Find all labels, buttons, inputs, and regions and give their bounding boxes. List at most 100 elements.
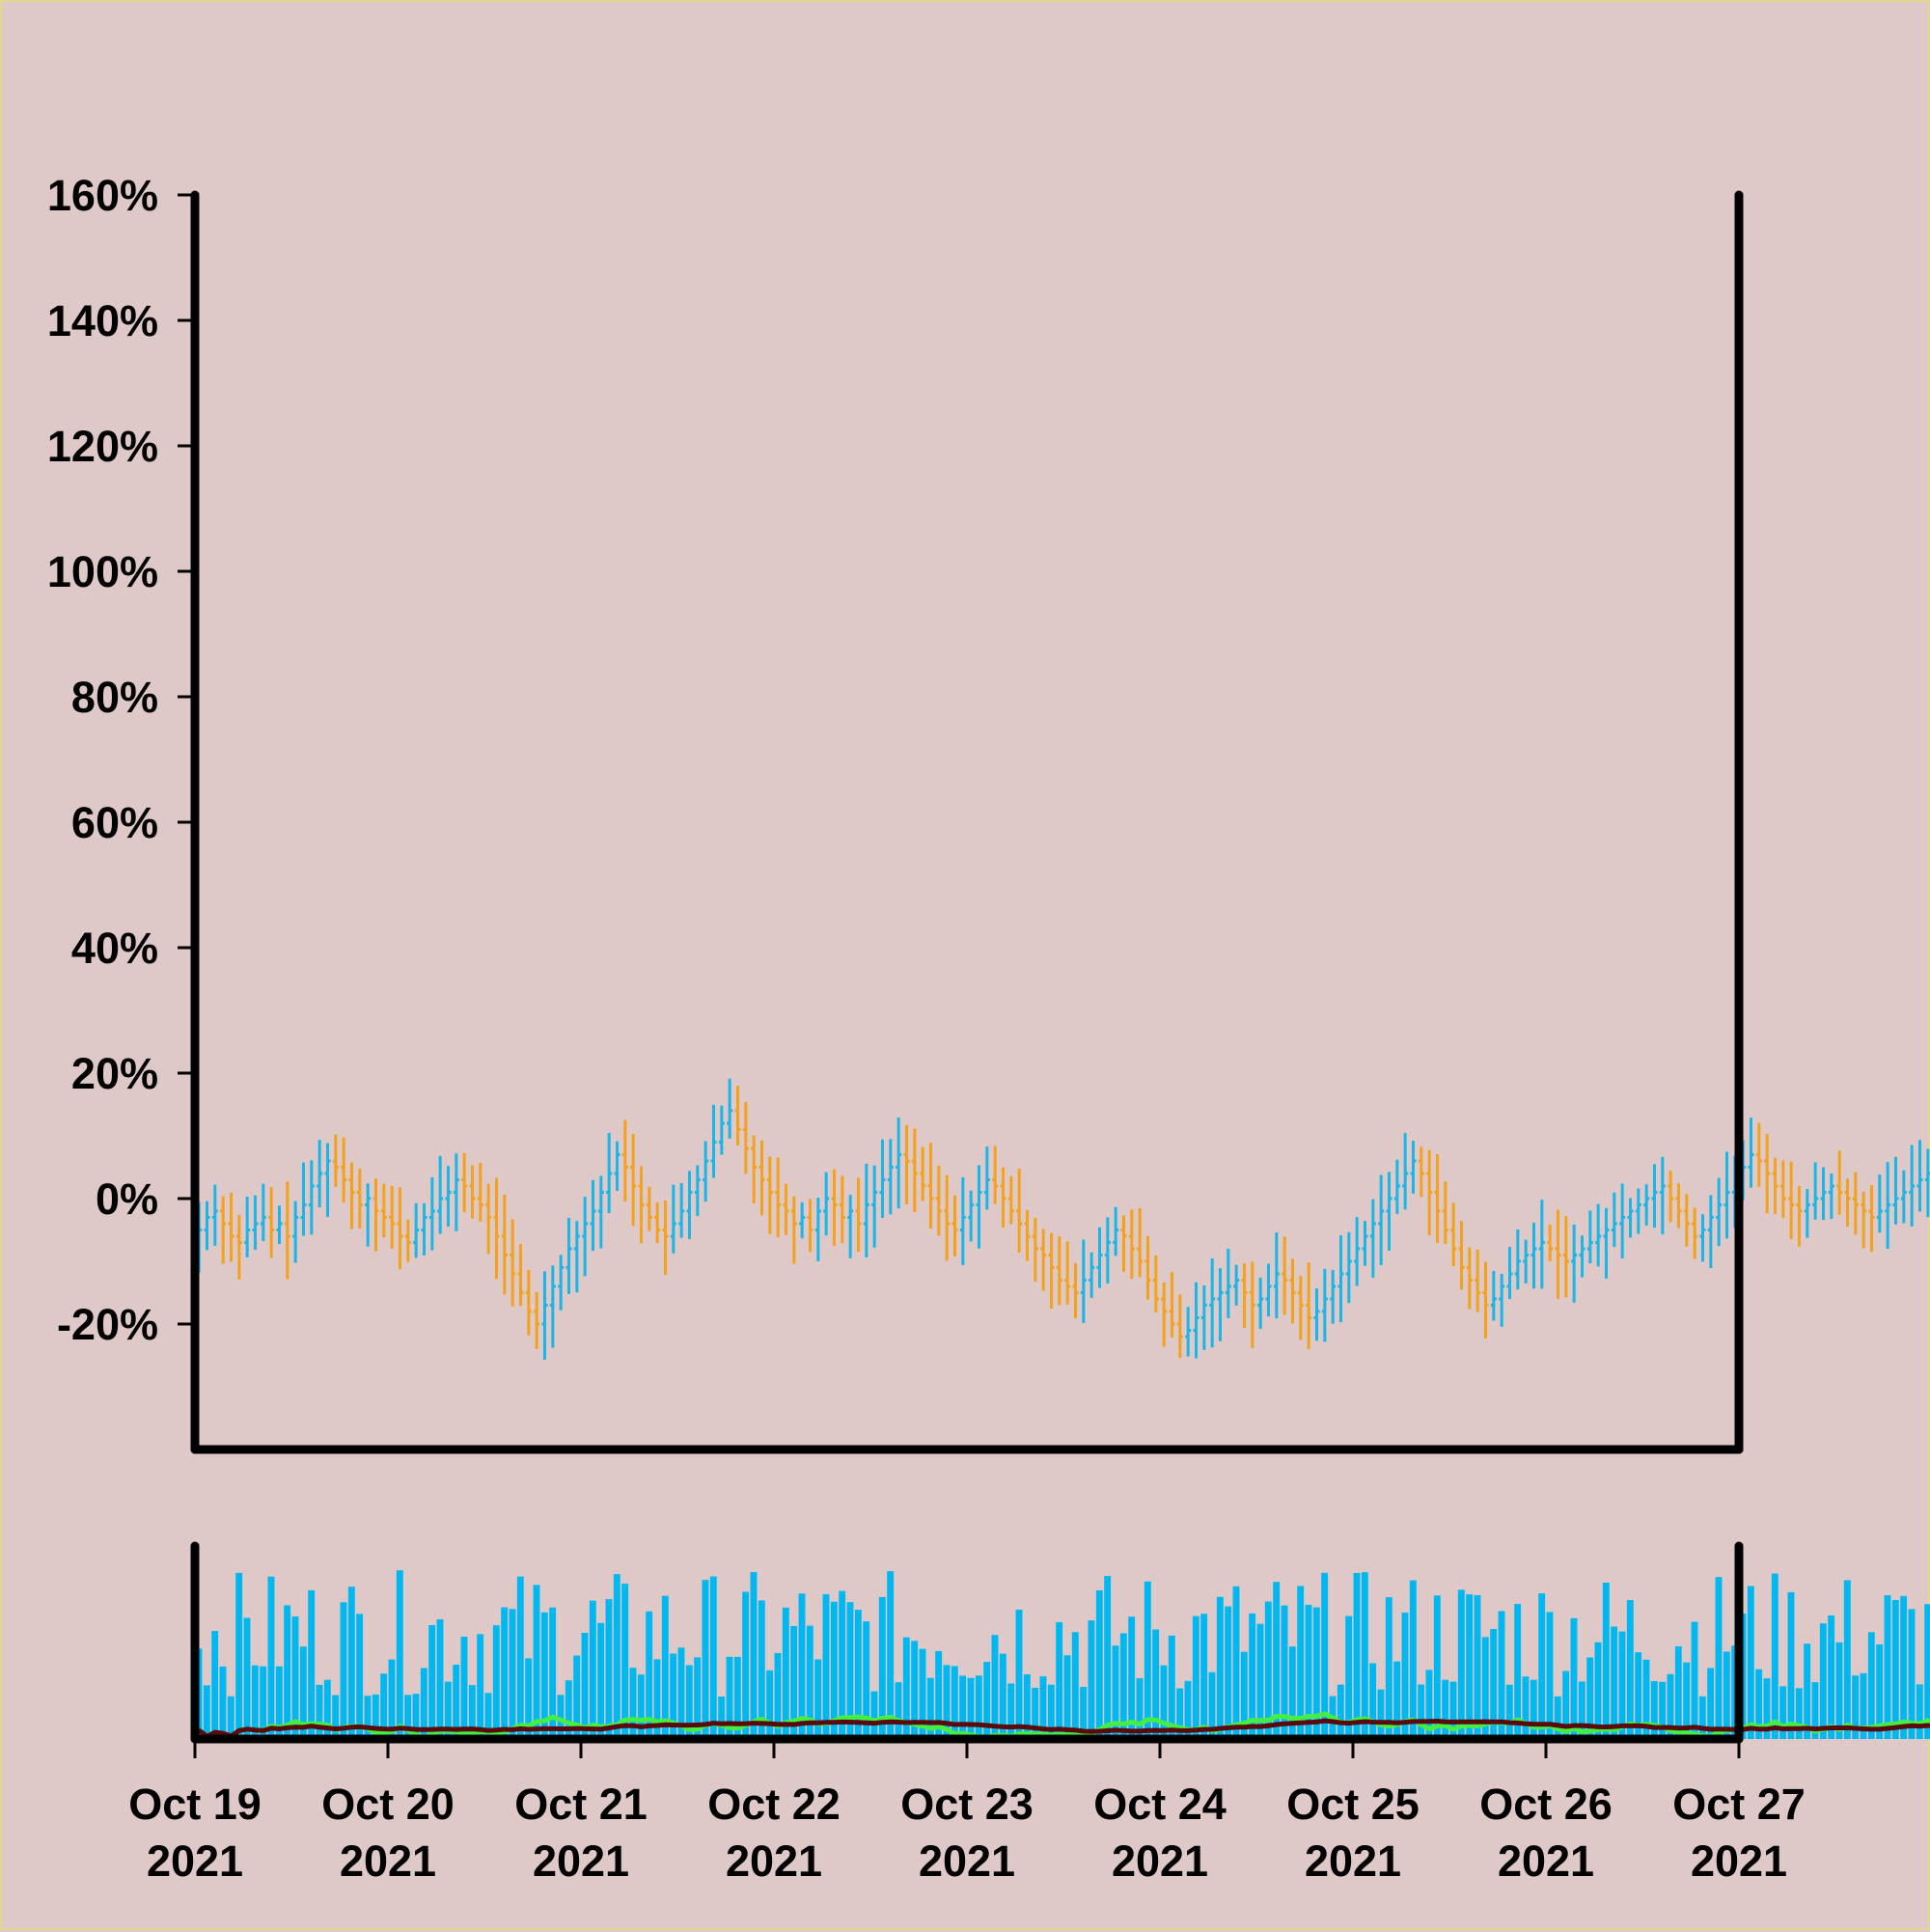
ohlc-bar <box>428 1176 435 1251</box>
ohlc-bar <box>790 1196 797 1264</box>
volume-bar <box>709 1576 717 1739</box>
x-tick-label: Oct 25 2021 <box>1286 1780 1420 1886</box>
ohlc-bar <box>380 1183 387 1238</box>
ohlc-bar <box>1651 1164 1658 1228</box>
volume-bar <box>1891 1600 1899 1739</box>
volume-bar <box>702 1580 709 1739</box>
ohlc-bar <box>244 1197 251 1257</box>
volume-bar <box>1063 1655 1071 1739</box>
volume-bar <box>1176 1688 1184 1739</box>
volume-bar <box>1771 1573 1778 1739</box>
ohlc-bar <box>1185 1307 1192 1357</box>
ohlc-bar <box>758 1140 765 1216</box>
ohlc-bar <box>534 1292 540 1349</box>
volume-bar <box>1867 1632 1875 1739</box>
ohlc-bar <box>235 1214 242 1280</box>
ohlc-bar <box>766 1156 773 1234</box>
volume-bar <box>1852 1675 1860 1739</box>
ohlc-bar <box>1137 1207 1144 1278</box>
volume-bar <box>1650 1681 1658 1739</box>
ohlc-bar <box>228 1192 234 1262</box>
ohlc-bar <box>1466 1247 1473 1310</box>
x-tick-label-line1: Oct 26 <box>1479 1780 1613 1829</box>
ohlc-bar <box>1659 1156 1666 1235</box>
x-tick-label-line1: Oct 20 <box>321 1780 455 1829</box>
ohlc-bar <box>1120 1215 1127 1273</box>
volume-bar <box>597 1622 605 1739</box>
volume-bar <box>1538 1593 1546 1739</box>
volume-bar <box>1369 1663 1377 1739</box>
ohlc-bar <box>1386 1172 1392 1252</box>
price-bars-group <box>196 1078 1930 1360</box>
ohlc-bar <box>404 1219 411 1262</box>
volume-bar <box>1481 1637 1489 1739</box>
volume-bar <box>766 1670 774 1739</box>
ohlc-bar <box>1836 1150 1843 1215</box>
y-tick-label: 140% <box>47 296 158 345</box>
volume-bar <box>1007 1683 1015 1739</box>
volume-bar <box>1642 1659 1650 1739</box>
ohlc-bar <box>814 1198 821 1262</box>
volume-bar <box>1594 1642 1602 1739</box>
volume-bar <box>1466 1594 1474 1739</box>
y-tick-label: 60% <box>71 798 158 847</box>
ohlc-bar <box>510 1219 516 1307</box>
x-tick-label-line1: Oct 22 <box>707 1780 841 1829</box>
ohlc-bar <box>879 1139 886 1219</box>
volume-bar <box>694 1657 702 1739</box>
volume-bar <box>1264 1601 1272 1739</box>
volume-bar <box>774 1652 782 1739</box>
volume-bar <box>1635 1652 1642 1739</box>
volume-bar <box>646 1611 653 1739</box>
volume-bar <box>1015 1610 1023 1739</box>
ohlc-bar <box>1217 1268 1224 1341</box>
x-tick-labels: Oct 19 2021 Oct 20 2021 Oct 21 2021 Oct 22 2021… <box>128 1780 1806 1886</box>
volume-bar <box>275 1666 283 1739</box>
volume-bar <box>1393 1661 1401 1739</box>
ohlc-bar <box>461 1152 468 1213</box>
volume-bar <box>1297 1586 1305 1739</box>
volume-bar <box>549 1607 557 1739</box>
volume-ma-slow-line <box>197 1718 1930 1740</box>
volume-bar <box>1908 1609 1916 1739</box>
volume-bar <box>372 1694 379 1739</box>
x-tick-label: Oct 26 2021 <box>1479 1780 1613 1886</box>
volume-bar <box>1032 1687 1039 1739</box>
volume-bar <box>1047 1684 1055 1739</box>
volume-bar <box>1490 1628 1498 1739</box>
volume-bar <box>533 1585 540 1739</box>
axes-group <box>178 190 1744 1758</box>
volume-bar <box>1835 1642 1843 1739</box>
ohlc-bar <box>703 1141 709 1202</box>
volume-bar <box>1530 1679 1537 1739</box>
volume-bar <box>1449 1681 1457 1739</box>
volume-bar <box>1755 1669 1763 1739</box>
volume-bar <box>1184 1680 1192 1739</box>
volume-bar <box>1442 1679 1449 1739</box>
ohlc-bar <box>1562 1215 1569 1298</box>
x-tick-label: Oct 23 2021 <box>900 1780 1034 1886</box>
volume-bar <box>460 1637 468 1739</box>
ohlc-bar <box>1249 1261 1255 1348</box>
volume-bar <box>1104 1576 1112 1739</box>
ohlc-bar <box>308 1160 315 1235</box>
ohlc-bar <box>1900 1170 1907 1224</box>
volume-bars-group <box>195 1570 1930 1739</box>
ohlc-bar <box>1668 1171 1674 1223</box>
ohlc-bar <box>1209 1258 1216 1348</box>
ohlc-bar <box>1225 1248 1231 1318</box>
ohlc-bar <box>831 1169 838 1246</box>
volume-bar <box>1602 1582 1610 1739</box>
ohlc-bar <box>1450 1202 1457 1267</box>
volume-bar <box>926 1677 934 1739</box>
volume-bar <box>1674 1646 1682 1739</box>
ohlc-bar <box>1378 1174 1385 1266</box>
volume-bar <box>1160 1665 1168 1739</box>
x-tick-label-line1: Oct 27 <box>1672 1780 1806 1829</box>
ohlc-bar <box>638 1166 645 1244</box>
ohlc-bar <box>1555 1209 1561 1299</box>
ohlc-bar <box>341 1137 347 1203</box>
ohlc-bar <box>292 1201 299 1263</box>
volume-bar <box>1136 1678 1144 1739</box>
